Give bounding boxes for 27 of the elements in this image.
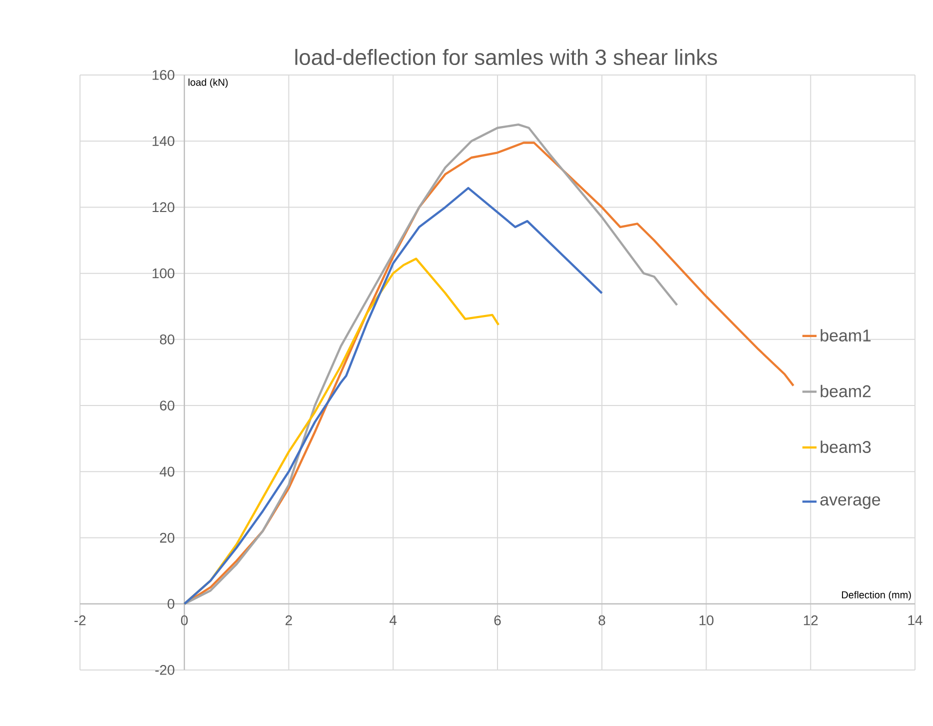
y-tick-label: -20 — [155, 665, 174, 675]
y-tick-label: 140 — [152, 136, 174, 146]
x-tick-label: 4 — [390, 615, 397, 625]
y-tick-label: 160 — [152, 70, 174, 80]
x-tick-label: 10 — [700, 615, 714, 626]
line-series — [183, 186, 603, 605]
legend-label: average — [820, 496, 880, 509]
legend-label: beam1 — [820, 329, 871, 342]
y-tick-label: 0 — [168, 598, 174, 609]
x-tick-label: -2 — [74, 615, 86, 626]
y-tick-label: 60 — [160, 400, 174, 410]
chart-title: load-deflection for samles with 3 shear links — [295, 48, 717, 66]
x-tick-label: 14 — [908, 615, 922, 625]
y-tick-label: 120 — [152, 202, 174, 212]
y-tick-label: 40 — [160, 466, 174, 477]
legend-label: beam3 — [820, 440, 871, 454]
x-tick-label: 8 — [598, 615, 606, 626]
x-tick-label: 0 — [181, 615, 188, 626]
y-tick-label: 100 — [152, 268, 174, 278]
x-tick-label: 2 — [286, 615, 292, 626]
x-axis-title: Deflection (mm) — [842, 591, 911, 600]
y-tick-label: 20 — [160, 532, 174, 543]
y-tick-label: 80 — [160, 334, 174, 344]
legend-label: beam2 — [820, 384, 871, 398]
x-tick-label: 12 — [804, 615, 818, 626]
x-tick-label: 6 — [494, 615, 501, 626]
y-axis-title: load (kN) — [188, 78, 228, 88]
